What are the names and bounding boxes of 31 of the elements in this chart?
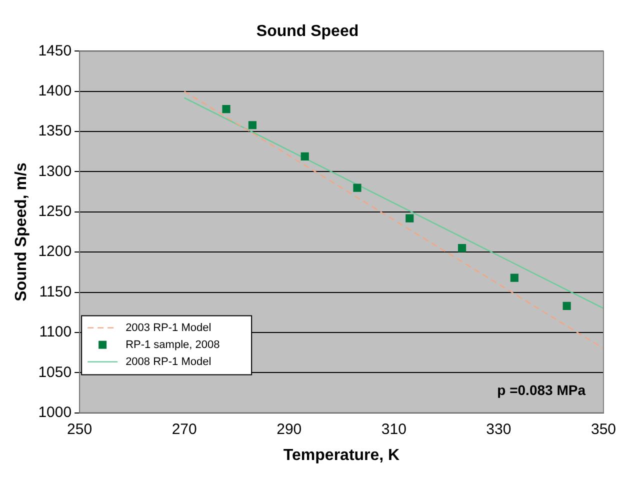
legend-label: RP-1 sample, 2008	[126, 338, 220, 351]
y-tick-label: 1300	[38, 162, 72, 180]
y-tick-label: 1200	[38, 243, 72, 260]
x-tick-label: 270	[172, 420, 197, 438]
y-tick-label: 1350	[38, 122, 72, 140]
y-tick-label: 1000	[38, 404, 72, 421]
x-tick-label: 330	[486, 420, 512, 438]
point	[458, 244, 466, 252]
x-tick-label: 350	[590, 420, 616, 438]
legend-label: 2003 RP-1 Model	[126, 322, 212, 334]
y-tick-label: 1400	[38, 82, 72, 100]
y-tick-label: 1250	[38, 203, 72, 220]
y-tick-label: 1100	[39, 324, 72, 341]
annotation: p =0.083 MPa	[497, 382, 586, 398]
x-tick-label: 250	[67, 420, 92, 438]
y-tick-label: 1450	[38, 42, 72, 60]
point	[562, 302, 571, 310]
point	[353, 184, 362, 192]
chart-title: Sound Speed	[256, 23, 359, 40]
point	[300, 152, 309, 160]
x-axis-title: Temperature, K	[283, 446, 400, 464]
x-tick-label: 290	[276, 420, 302, 438]
y-tick-label: 1150	[39, 283, 72, 300]
legend-label: 2008 RP-1 Model	[126, 356, 212, 368]
y-tick-label: 1050	[38, 364, 72, 381]
x-tick-label: 310	[381, 420, 406, 438]
point	[248, 121, 256, 130]
point	[406, 214, 414, 222]
point	[510, 274, 518, 282]
point	[222, 105, 230, 114]
y-axis-title: Sound Speed, m/s	[13, 162, 30, 302]
